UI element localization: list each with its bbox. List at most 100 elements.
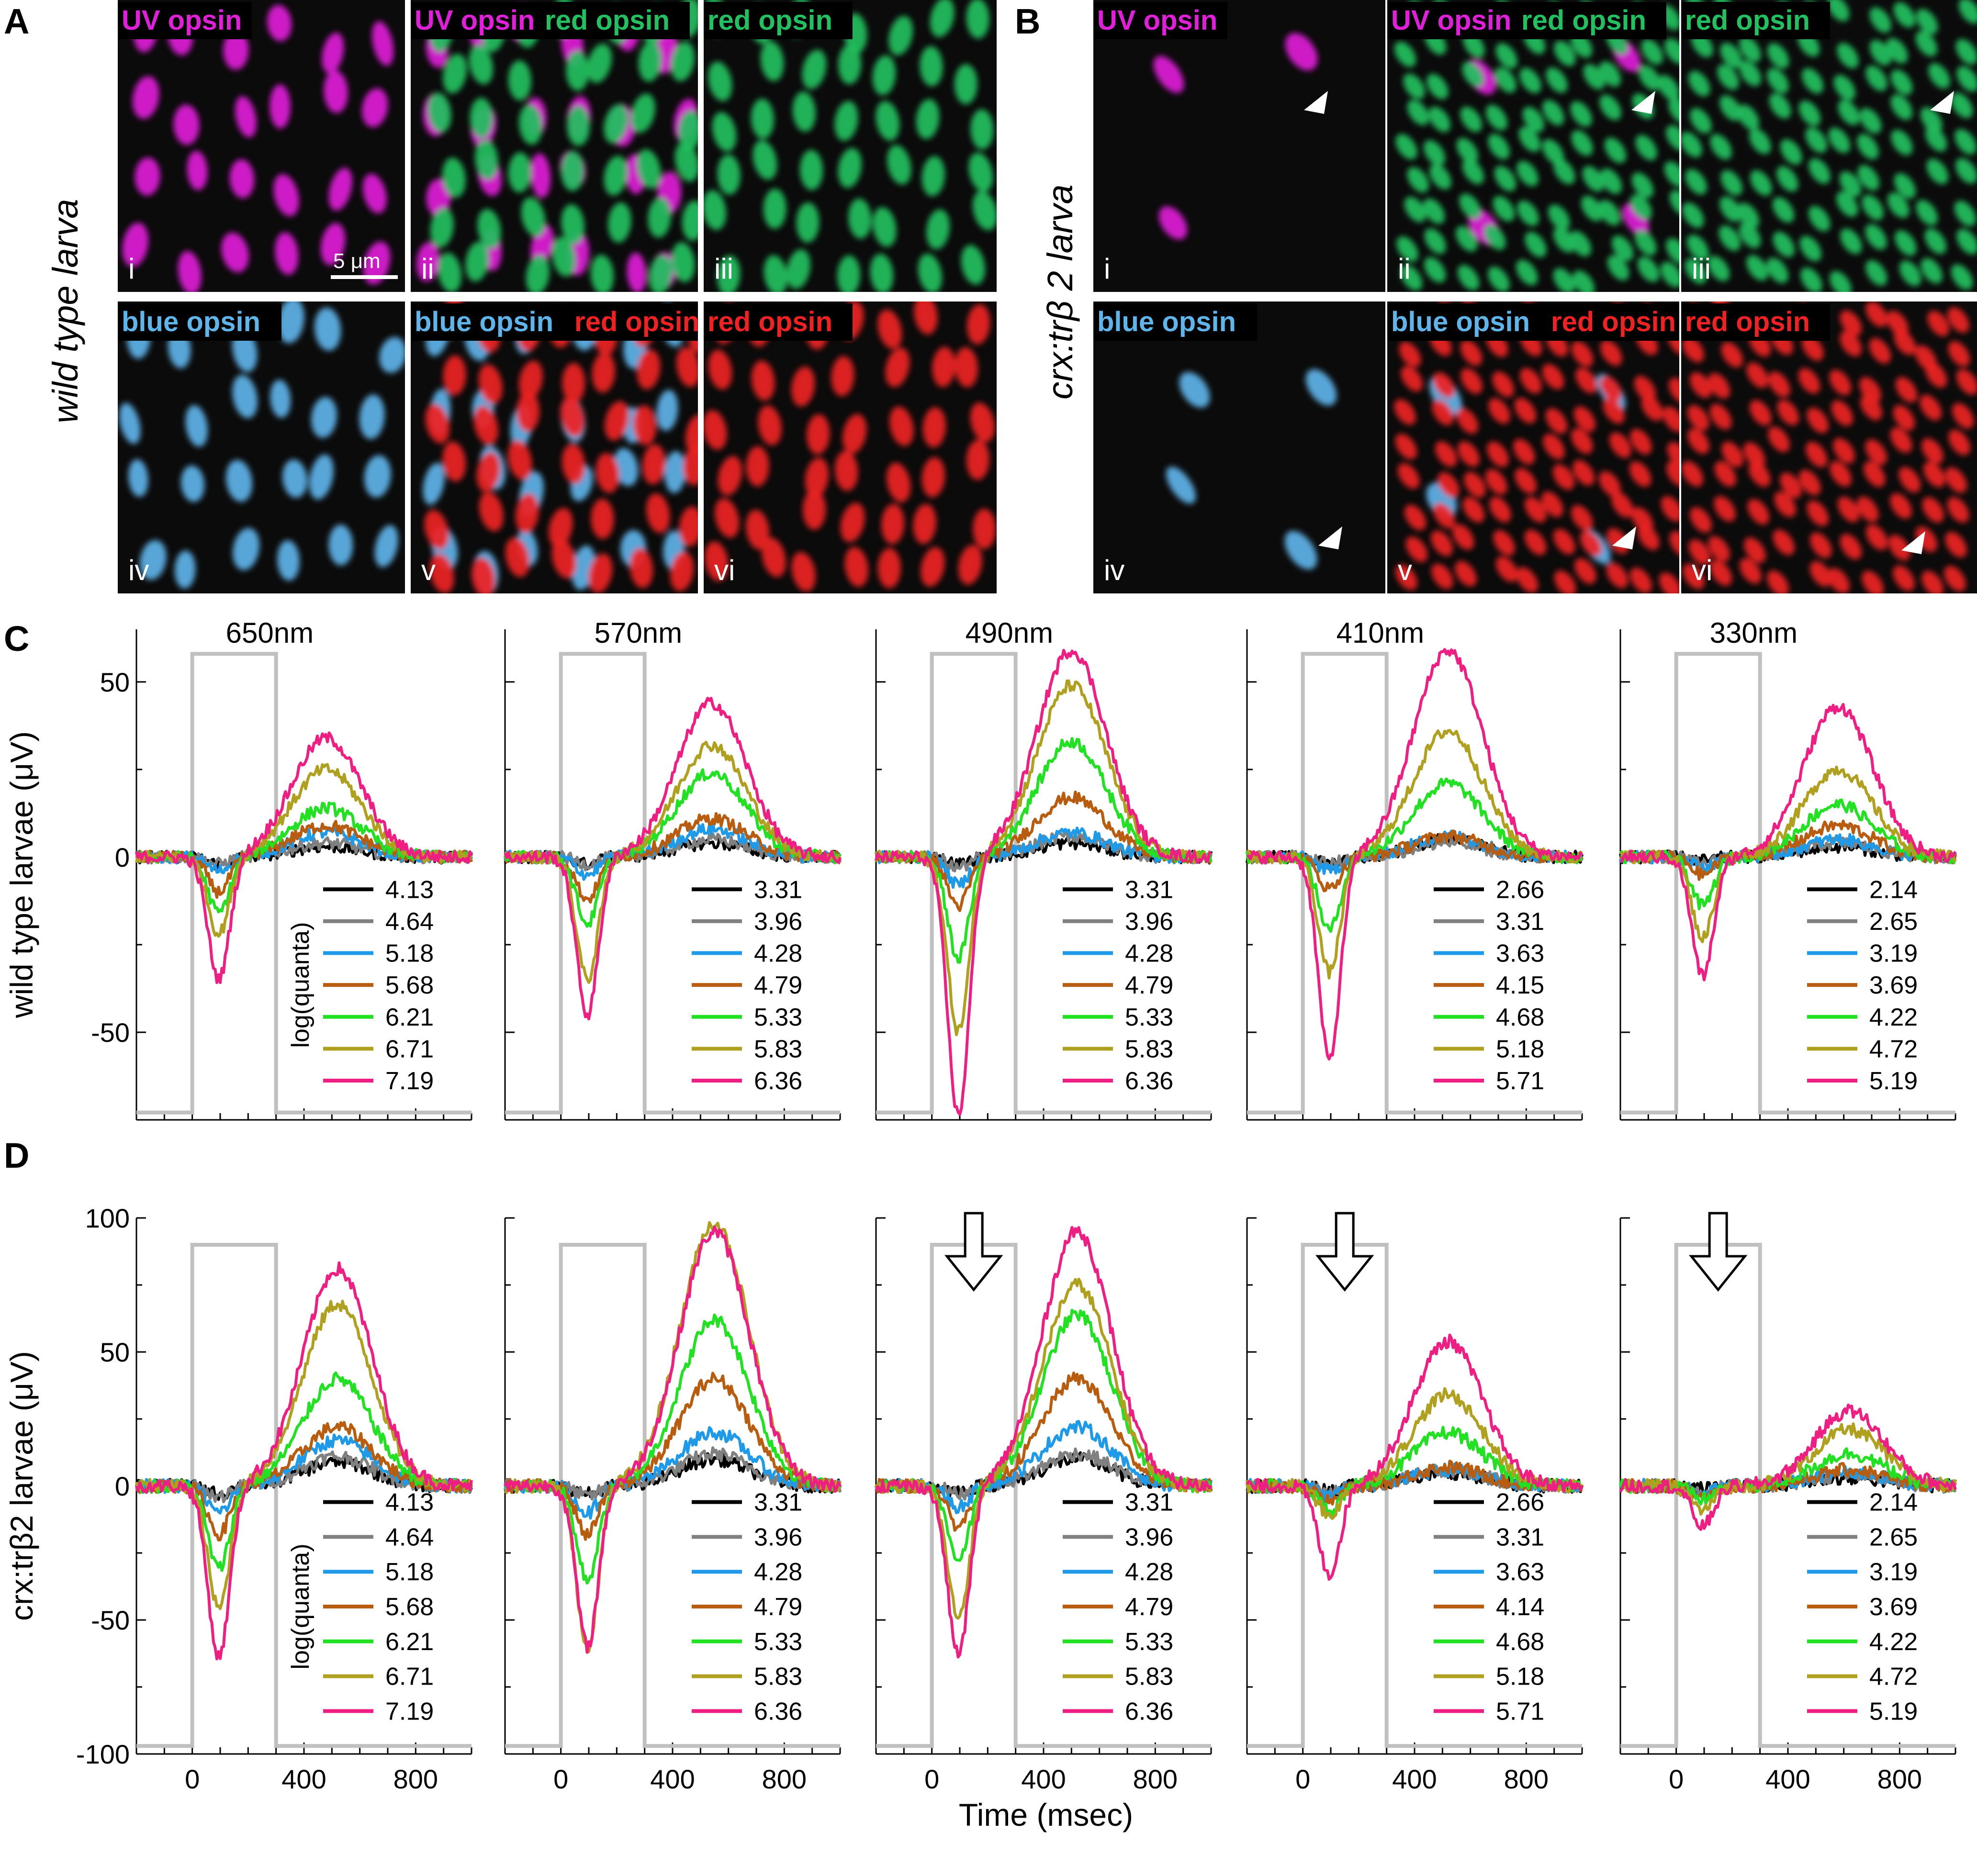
legend-entry: 7.19 [385, 1697, 434, 1725]
legend-entry: 2.65 [1869, 1523, 1918, 1551]
channel-label: red opsin [1551, 306, 1676, 337]
legend-entry: 3.31 [1125, 876, 1173, 904]
channel-labels: UV opsin [1093, 2, 1227, 39]
legend-entry: 6.36 [754, 1067, 802, 1095]
genotype-label-b: crx:trβ 2 larva [1040, 184, 1080, 399]
legend-entry: 4.79 [1125, 1593, 1173, 1621]
legend-entry: 5.19 [1869, 1697, 1918, 1725]
legend-entry: 4.22 [1869, 1628, 1918, 1656]
x-tick-label: 0 [1295, 1764, 1310, 1794]
micrograph-index: i [1104, 253, 1110, 285]
y-tick-label: 100 [85, 1203, 130, 1233]
y-tick-label: -50 [91, 1605, 130, 1635]
legend: 4.13 4.64 5.18 5.68 6.21 6.71 7.19 log(quanta) [287, 1489, 434, 1726]
panel-label-a: A [4, 1, 29, 41]
legend-entry: 4.28 [754, 1558, 802, 1586]
legend: 3.31 3.96 4.28 4.79 5.33 5.83 6.36 [1063, 876, 1173, 1095]
micrograph-background [1093, 302, 1385, 593]
y-tick-label: 50 [100, 667, 130, 697]
legend-entry: 4.28 [1125, 1558, 1173, 1586]
legend-entry: 4.79 [754, 1593, 802, 1621]
channel-label: red opsin [1685, 5, 1810, 36]
legend-entry: 5.33 [754, 1004, 802, 1031]
legend-entry: 3.69 [1869, 972, 1918, 999]
legend-entry: 4.28 [754, 940, 802, 968]
legend-entry: 2.14 [1869, 1489, 1918, 1517]
erg-plot-c-650nm: -50 0 50 650nm 4.13 4.64 5.18 5.68 6.21 6.71 7.19 l… [91, 617, 473, 1121]
micrograph-background [1093, 0, 1385, 292]
legend-entry: 4.64 [385, 908, 434, 936]
legend-title: log(quanta) [287, 922, 315, 1048]
channel-labels: UV opsin red opsin [1387, 2, 1666, 39]
channel-labels: blue opsin red opsin [411, 303, 699, 341]
cone-photoreceptors [704, 0, 997, 292]
legend-entry: 5.83 [1125, 1663, 1173, 1691]
legend: 3.31 3.96 4.28 4.79 5.33 5.83 6.36 [1063, 1489, 1173, 1725]
channel-label: red opsin [1685, 306, 1810, 337]
erg-trace-6.36 [875, 1226, 1213, 1659]
channel-label: UV opsin [415, 5, 535, 36]
channel-labels: blue opsin red opsin [1387, 303, 1679, 341]
y-tick-label: 50 [100, 1337, 130, 1367]
panel-c-charts: wild type larvae (μV) -50 0 50 650nm 4.13 4.64… [4, 617, 1957, 1121]
legend-entry: 4.13 [385, 1489, 434, 1517]
micrograph-a-iii: red opsin iii [704, 0, 997, 292]
x-tick-label: 800 [1504, 1764, 1549, 1794]
channel-label: blue opsin [415, 306, 553, 337]
legend-entry: 3.31 [754, 876, 802, 904]
legend-entry: 5.18 [385, 1558, 434, 1586]
erg-trace-5.71 [1247, 648, 1584, 1061]
channel-labels: red opsin [704, 2, 853, 39]
legend-entry: 4.72 [1869, 1035, 1918, 1063]
x-tick-label: 400 [1765, 1764, 1810, 1794]
x-tick-label: 0 [553, 1764, 568, 1794]
micrograph-index: ii [421, 253, 434, 285]
legend-entry: 3.19 [1869, 1558, 1918, 1586]
x-tick-label: 400 [1021, 1764, 1066, 1794]
panel-d-charts: crx:trβ2 larvae (μV) -100 -50 0 50 100 0 400 800… [4, 1203, 1957, 1832]
y-axis-label: wild type larvae (μV) [4, 731, 39, 1018]
legend-entry: 6.36 [1125, 1697, 1173, 1725]
channel-labels: blue opsin [1093, 303, 1257, 341]
legend-entry: 3.96 [1125, 908, 1173, 936]
erg-plot-d-330nm: 0 400 800 2.14 2.65 3.19 3.69 4.22 4.72 5.19 [1619, 1212, 1957, 1794]
down-arrow-marker [944, 1212, 1003, 1292]
legend-entry: 5.71 [1496, 1067, 1544, 1095]
x-tick-label: 0 [185, 1764, 200, 1794]
legend-entry: 7.19 [385, 1067, 434, 1095]
channel-labels: red opsin [704, 303, 853, 341]
legend-entry: 2.66 [1496, 1489, 1544, 1517]
y-axis-label: crx:trβ2 larvae (μV) [4, 1351, 39, 1621]
erg-trace-5.33 [875, 1308, 1213, 1562]
legend-entry: 5.33 [1125, 1004, 1173, 1031]
micrograph-index: iv [1104, 554, 1124, 586]
channel-label: red opsin [545, 5, 670, 36]
legend: 2.14 2.65 3.19 3.69 4.22 4.72 5.19 [1807, 1489, 1918, 1725]
legend-entry: 6.71 [385, 1663, 434, 1691]
wavelength-label: 570nm [595, 617, 682, 649]
legend-entry: 6.21 [385, 1004, 434, 1031]
micrograph-index: vi [1692, 554, 1712, 586]
erg-plot-d-570nm: 0 400 800 3.31 3.96 4.28 4.79 5.33 5.83 6.36 [504, 1217, 842, 1794]
erg-trace-7.19 [135, 731, 473, 984]
cone-photoreceptors [704, 302, 996, 592]
panel-label-b: B [1015, 1, 1040, 41]
arrowhead-marker [1318, 526, 1342, 549]
legend-entry: 5.68 [385, 1593, 434, 1621]
stimulus-trace [505, 1243, 840, 1748]
stimulus-trace [136, 1243, 472, 1748]
legend-entry: 3.31 [1496, 1523, 1544, 1551]
channel-label: red opsin [708, 5, 832, 36]
erg-plot-d-410nm: 0 400 800 2.66 3.31 3.63 4.14 4.68 5.18 5.71 [1246, 1212, 1584, 1794]
legend-entry: 3.96 [754, 1523, 802, 1551]
erg-trace-4.72 [1619, 765, 1957, 943]
micrograph-a-i: UV opsin i [118, 0, 405, 292]
legend-entry: 3.31 [1125, 1489, 1173, 1517]
micrograph-index: iii [1692, 253, 1711, 285]
erg-trace-5.19 [1620, 703, 1957, 982]
micrograph-index: vi [714, 554, 735, 586]
micrograph-a-vi: red opsin vi [704, 302, 997, 593]
stimulus-trace [1247, 652, 1582, 1115]
x-tick-label: 0 [924, 1764, 939, 1794]
